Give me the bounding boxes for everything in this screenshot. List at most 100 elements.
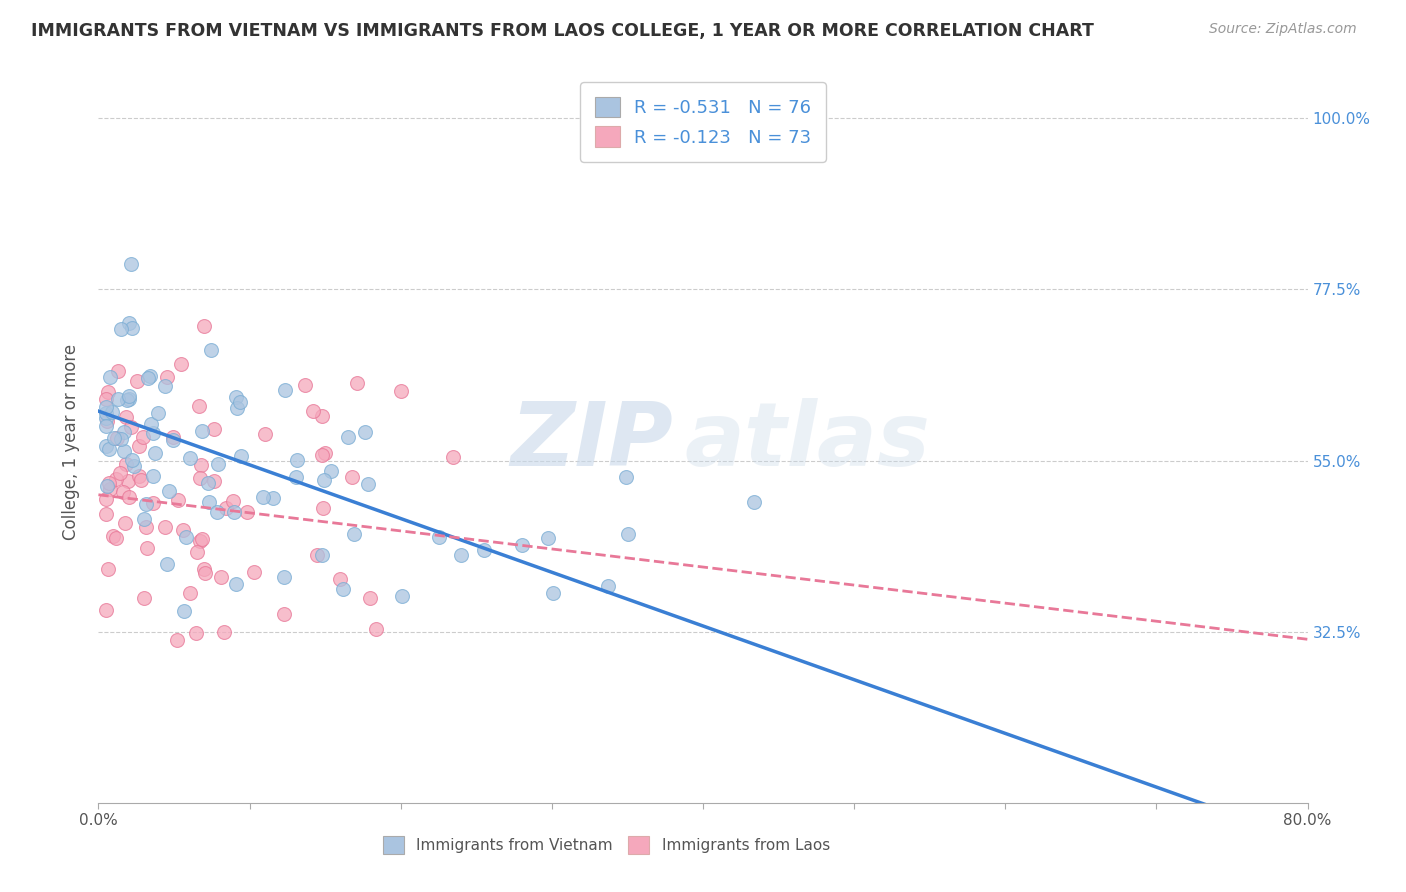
Point [222,494,245,508]
Point [225,390,247,404]
Point [312,473,335,487]
Point [94,401,117,415]
Point [112,444,135,458]
Point [188,471,211,485]
Point [94,419,117,434]
Point [97,562,120,576]
Point [96,414,118,428]
Point [94,439,117,453]
Point [101,405,124,419]
Point [229,395,252,409]
Point [118,490,141,504]
Point [94,411,117,425]
Point [94,491,117,506]
Point [174,530,197,544]
Point [94,507,117,521]
Point [132,512,155,526]
Point [117,474,139,488]
Point [311,448,333,462]
Point [129,473,152,487]
Point [101,528,124,542]
Point [191,532,214,546]
Point [188,399,211,413]
Text: ZIP: ZIP [510,398,672,485]
Point [200,343,222,357]
Point [202,475,225,489]
Point [190,458,212,473]
Point [214,501,236,516]
Point [173,604,195,618]
Point [197,476,219,491]
Point [329,572,352,586]
Point [114,516,136,531]
Point [124,458,146,473]
Point [94,603,117,617]
Point [97,442,120,456]
Point [337,430,360,444]
Point [342,470,364,484]
Point [112,425,135,440]
Point [357,476,380,491]
Point [287,453,309,467]
Text: IMMIGRANTS FROM VIETNAM VS IMMIGRANTS FROM LAOS COLLEGE, 1 YEAR OR MORE CORRELAT: IMMIGRANTS FROM VIETNAM VS IMMIGRANTS FR… [31,22,1094,40]
Point [427,530,450,544]
Point [107,364,129,378]
Point [194,566,217,580]
Point [156,369,179,384]
Point [294,378,316,392]
Point [97,385,120,400]
Point [103,431,125,445]
Point [170,358,193,372]
Point [115,458,138,472]
Point [273,383,295,397]
Y-axis label: College, 1 year or more: College, 1 year or more [62,343,80,540]
Point [179,450,201,465]
Point [179,586,201,600]
Point [143,446,166,460]
Point [225,577,247,591]
Point [332,582,354,596]
Point [391,590,413,604]
Point [132,430,155,444]
Point [537,531,560,545]
Point [343,527,366,541]
Point [354,425,377,439]
Point [142,425,165,440]
Point [94,407,117,421]
Point [115,392,138,407]
Point [127,374,149,388]
Point [231,450,253,464]
Point [441,450,464,465]
Point [311,548,333,562]
Point [110,321,132,335]
Point [121,320,143,334]
Point [186,545,208,559]
Point [110,432,132,446]
Point [284,470,307,484]
Point [146,406,169,420]
Point [186,626,208,640]
Point [156,557,179,571]
Point [139,369,162,384]
Point [142,469,165,483]
Point [96,479,118,493]
Point [162,430,184,444]
Point [98,482,121,496]
Point [254,427,277,442]
Point [207,457,229,471]
Point [617,527,640,541]
Point [128,439,150,453]
Point [142,496,165,510]
Point [319,464,342,478]
Point [135,519,157,533]
Point [543,586,565,600]
Point [202,422,225,436]
Point [135,497,157,511]
Point [139,417,162,431]
Point [120,419,142,434]
Point [389,384,412,398]
Point [243,565,266,579]
Point [198,495,221,509]
Text: Source: ZipAtlas.com: Source: ZipAtlas.com [1209,22,1357,37]
Point [136,541,159,556]
